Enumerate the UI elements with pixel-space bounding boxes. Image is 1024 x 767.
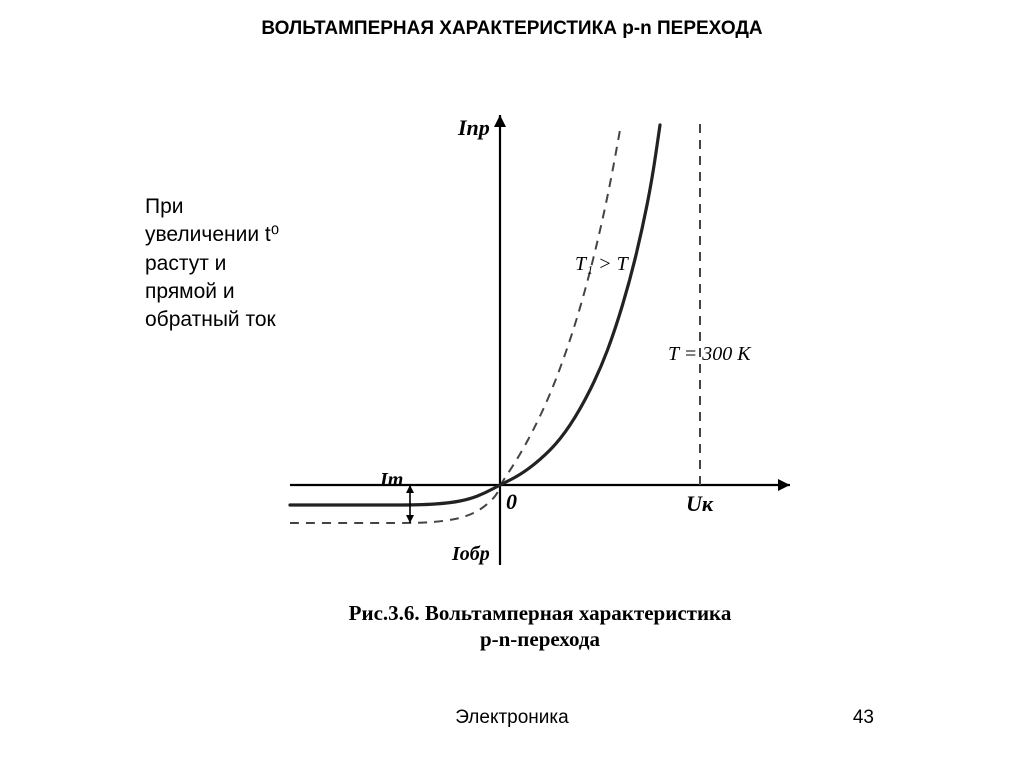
svg-text:Iпр: Iпр	[457, 115, 490, 140]
svg-text:Iобр: Iобр	[451, 543, 490, 565]
svg-text:Iт: Iт	[379, 469, 403, 491]
footer-page-number: 43	[853, 707, 874, 729]
chart-svg: Iпр 0 Uк Iт Iобр T₁ > T T = 300 K	[260, 75, 820, 645]
figure-caption: Рис.3.6. Вольтамперная характеристика p-…	[260, 600, 820, 653]
page-title: ВОЛЬТАМПЕРНАЯ ХАРАКТЕРИСТИКА p-n ПЕРЕХОД…	[0, 18, 1024, 40]
svg-text:Uк: Uк	[686, 491, 714, 516]
svg-text:T₁ > T: T₁ > T	[575, 253, 630, 275]
svg-text:0: 0	[506, 489, 517, 514]
iv-curve-chart: Iпр 0 Uк Iт Iобр T₁ > T T = 300 K	[260, 75, 820, 645]
svg-text:T = 300 K: T = 300 K	[668, 343, 752, 365]
caption-line-1: Рис.3.6. Вольтамперная характеристика	[349, 601, 732, 625]
caption-line-2: p-n-перехода	[480, 627, 600, 651]
